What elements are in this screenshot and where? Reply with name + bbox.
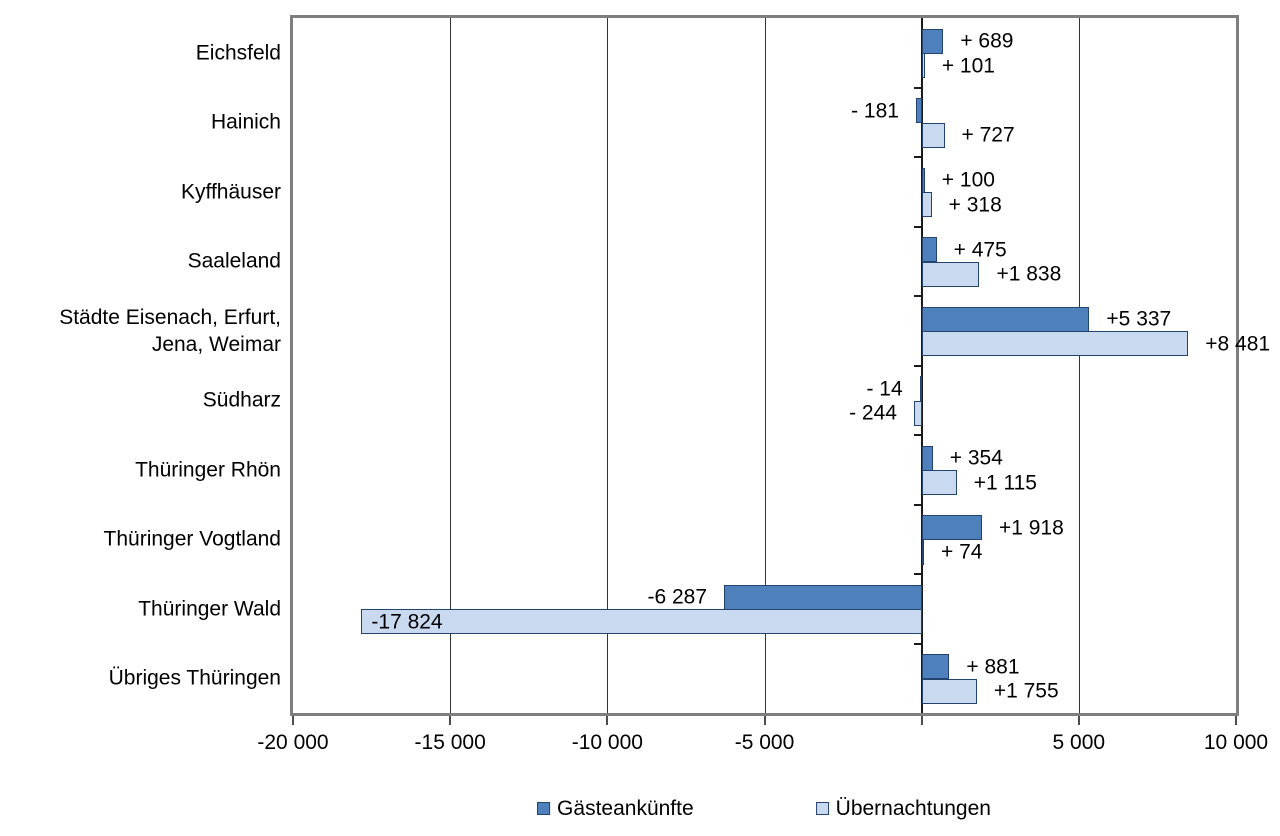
legend-swatch-dark: [537, 802, 551, 815]
bar-value-label: +1 115: [973, 471, 1037, 494]
category-label: Thüringer Vogtland: [103, 527, 281, 551]
x-axis-tick: [763, 716, 766, 725]
bar-value-label: + 100: [941, 168, 995, 192]
bar-Übernachtungen: [921, 261, 980, 287]
category-tick: [913, 573, 922, 575]
bar-value-label: + 318: [948, 193, 1002, 216]
bar-value-label: +1 838: [996, 262, 1062, 286]
category-tick: [913, 86, 922, 89]
category-label: Thüringer Wald: [138, 597, 281, 621]
bar-Gästeankünfte: [921, 167, 925, 193]
bar-Gästeankünfte: [915, 98, 922, 123]
x-axis-tick-label: 10 000: [1203, 731, 1269, 754]
bar-value-label: - 14: [866, 377, 903, 400]
category-label: Städte Eisenach, Erfurt, Jena, Weimar: [59, 305, 281, 356]
bar-Übernachtungen: [921, 122, 945, 148]
bar-Übernachtungen: [361, 609, 922, 634]
gridline: [607, 18, 609, 713]
legend-entry-uebernachtungen: Übernachtungen: [815, 797, 991, 820]
bar-value-label: +5 337: [1106, 307, 1172, 331]
legend-entry-gaesteankuenfte: Gästeankünfte: [537, 797, 694, 820]
x-axis-tick-label: -5 000: [734, 731, 795, 754]
bar-value-label: -6 287: [647, 585, 708, 609]
bar-value-label: +8 481: [1205, 332, 1271, 355]
category-tick: [913, 503, 922, 506]
bar-value-label: + 689: [960, 29, 1014, 53]
bar-Gästeankünfte: [921, 306, 1090, 332]
bar-Gästeankünfte: [921, 515, 982, 540]
bar-Übernachtungen: [921, 192, 932, 217]
bar-Gästeankünfte: [921, 445, 933, 471]
bar-value-label: +1 755: [993, 679, 1059, 703]
bar-value-label: + 881: [966, 655, 1020, 678]
x-axis-tick-label: 5 000: [1052, 731, 1106, 754]
category-tick: [913, 295, 922, 297]
category-label: Südharz: [202, 388, 281, 412]
bar-value-label: - 181: [851, 99, 899, 122]
bar-Übernachtungen: [913, 400, 922, 426]
legend-swatch-light: [815, 802, 829, 815]
category-tick: [913, 156, 922, 158]
category-tick: [913, 642, 922, 645]
x-axis-tick: [1077, 716, 1080, 725]
category-label: Übriges Thüringen: [108, 666, 281, 690]
x-axis-tick-label: -20 000: [257, 731, 329, 754]
bar-Übernachtungen: [921, 331, 1189, 356]
category-label: Hainich: [210, 110, 281, 134]
bar-Übernachtungen: [921, 53, 925, 78]
bar-value-label: + 354: [949, 446, 1003, 470]
legend: Gästeankünfte Übernachtungen: [537, 797, 991, 820]
bar-value-label: +1 918: [998, 516, 1064, 539]
gridline: [450, 18, 452, 713]
bar-Gästeankünfte: [919, 376, 922, 401]
bar-Übernachtungen: [921, 470, 957, 495]
bar-Gästeankünfte: [921, 654, 950, 679]
gridline: [1078, 18, 1080, 713]
x-axis-tick: [292, 716, 294, 725]
bar-value-label: -17 824: [371, 610, 443, 633]
x-axis-tick: [606, 716, 609, 725]
category-label: Saaleland: [187, 249, 281, 273]
bar-value-label: + 475: [953, 238, 1007, 261]
bar-Übernachtungen: [921, 678, 977, 704]
x-axis-tick-label: -15 000: [414, 731, 486, 754]
category-tick: [913, 434, 922, 436]
legend-label: Übernachtungen: [835, 797, 991, 820]
category-label: Thüringer Rhön: [135, 458, 281, 482]
bar-value-label: + 74: [940, 540, 983, 564]
gridline: [764, 18, 766, 713]
bar-value-label: + 101: [941, 54, 995, 77]
bar-value-label: + 727: [961, 123, 1015, 147]
bar-Gästeankünfte: [921, 237, 937, 262]
x-axis-tick-label: -10 000: [571, 731, 643, 754]
bar-Gästeankünfte: [921, 28, 944, 54]
bar-value-label: - 244: [849, 401, 897, 425]
category-tick: [913, 364, 922, 367]
bar-Übernachtungen: [921, 539, 924, 565]
x-axis-tick: [449, 716, 452, 725]
category-tick: [913, 225, 922, 228]
category-axis-line: [920, 18, 923, 713]
x-axis-tick: [920, 716, 923, 725]
legend-label: Gästeankünfte: [557, 797, 694, 820]
category-label: Eichsfeld: [195, 41, 281, 65]
category-label: Kyffhäuser: [180, 180, 281, 204]
x-axis-tick: [1235, 716, 1237, 725]
plot-area: + 689 - 181 + 100 + 475 +5 337 - 14 + 354 +1 91…: [293, 18, 1270, 713]
bar-Gästeankünfte: [724, 584, 922, 610]
